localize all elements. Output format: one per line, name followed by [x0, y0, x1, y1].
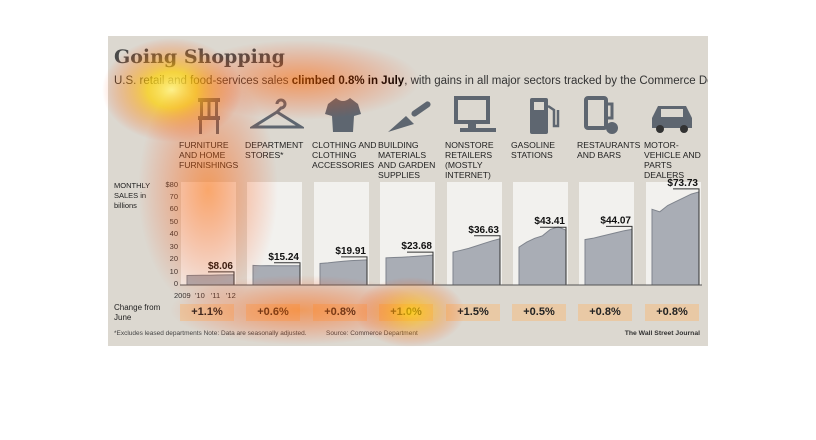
- value-label: $8.06: [208, 261, 233, 272]
- value-label: $43.41: [534, 216, 565, 227]
- gas-pump-icon: [530, 98, 560, 134]
- subtitle-text-end: , with gains in all major sectors tracke…: [404, 75, 708, 87]
- change-title: Change from June: [114, 303, 164, 323]
- category-label-motor: MOTOR-VEHICLE AND PARTS DEALERS: [644, 140, 701, 180]
- sales-chart: $8.06 $15.24 $19.91 $23.68 $36.63 $43.41 $44.0…: [180, 178, 702, 286]
- value-label: $23.68: [401, 241, 432, 252]
- value-leader-line: [540, 226, 567, 285]
- value-label: $44.07: [600, 215, 631, 226]
- y-axis-title: MONTHLY SALES in billions: [114, 181, 162, 211]
- change-title-text: Change from June: [114, 303, 161, 322]
- category-label-restaurants: RESTAURANTS AND BARS: [577, 140, 641, 160]
- value-label: $19.91: [335, 246, 366, 257]
- category-label-building: BUILDING MATERIALS AND GARDEN SUPPLIES: [378, 140, 436, 180]
- value-leader-line: [474, 235, 501, 285]
- credit: The Wall Street Journal: [624, 330, 700, 337]
- value-label: $15.24: [268, 252, 299, 263]
- series-area: [186, 274, 235, 286]
- change-badge: +0.8%: [313, 304, 367, 321]
- footnote: *Excludes leased departments Note: Data …: [114, 330, 307, 337]
- infographic: Going Shopping U.S. retail and food-serv…: [108, 36, 708, 346]
- change-badge: +1.0%: [379, 304, 433, 321]
- change-badge: +0.8%: [645, 304, 699, 321]
- category-label-clothing: CLOTHING AND CLOTHING ACCESSORIES: [312, 140, 377, 170]
- computer-icon: [454, 96, 496, 132]
- y-axis-title-text: MONTHLY SALES in billions: [114, 181, 150, 210]
- change-badge: +0.6%: [246, 304, 300, 321]
- source-note: Source: Commerce Department: [326, 330, 418, 337]
- value-label: $73.73: [667, 178, 698, 189]
- series-area: [385, 254, 434, 286]
- change-badge: +0.8%: [578, 304, 632, 321]
- category-label-gasoline: GASOLINE STATIONS: [511, 140, 555, 160]
- value-label: $36.63: [468, 225, 499, 236]
- value-leader-line: [606, 225, 633, 285]
- series-area: [319, 259, 368, 286]
- car-icon: [652, 106, 692, 133]
- beer-mug-icon: [584, 96, 618, 134]
- series-area: [252, 264, 301, 286]
- value-leader-line: [673, 188, 700, 285]
- change-badge: +0.5%: [512, 304, 566, 321]
- change-badge: +1.1%: [180, 304, 234, 321]
- value-leader-line: [407, 251, 434, 285]
- category-label-nonstore: NONSTORE RETAILERS (MOSTLY INTERNET): [445, 140, 494, 180]
- change-badge: +1.5%: [446, 304, 500, 321]
